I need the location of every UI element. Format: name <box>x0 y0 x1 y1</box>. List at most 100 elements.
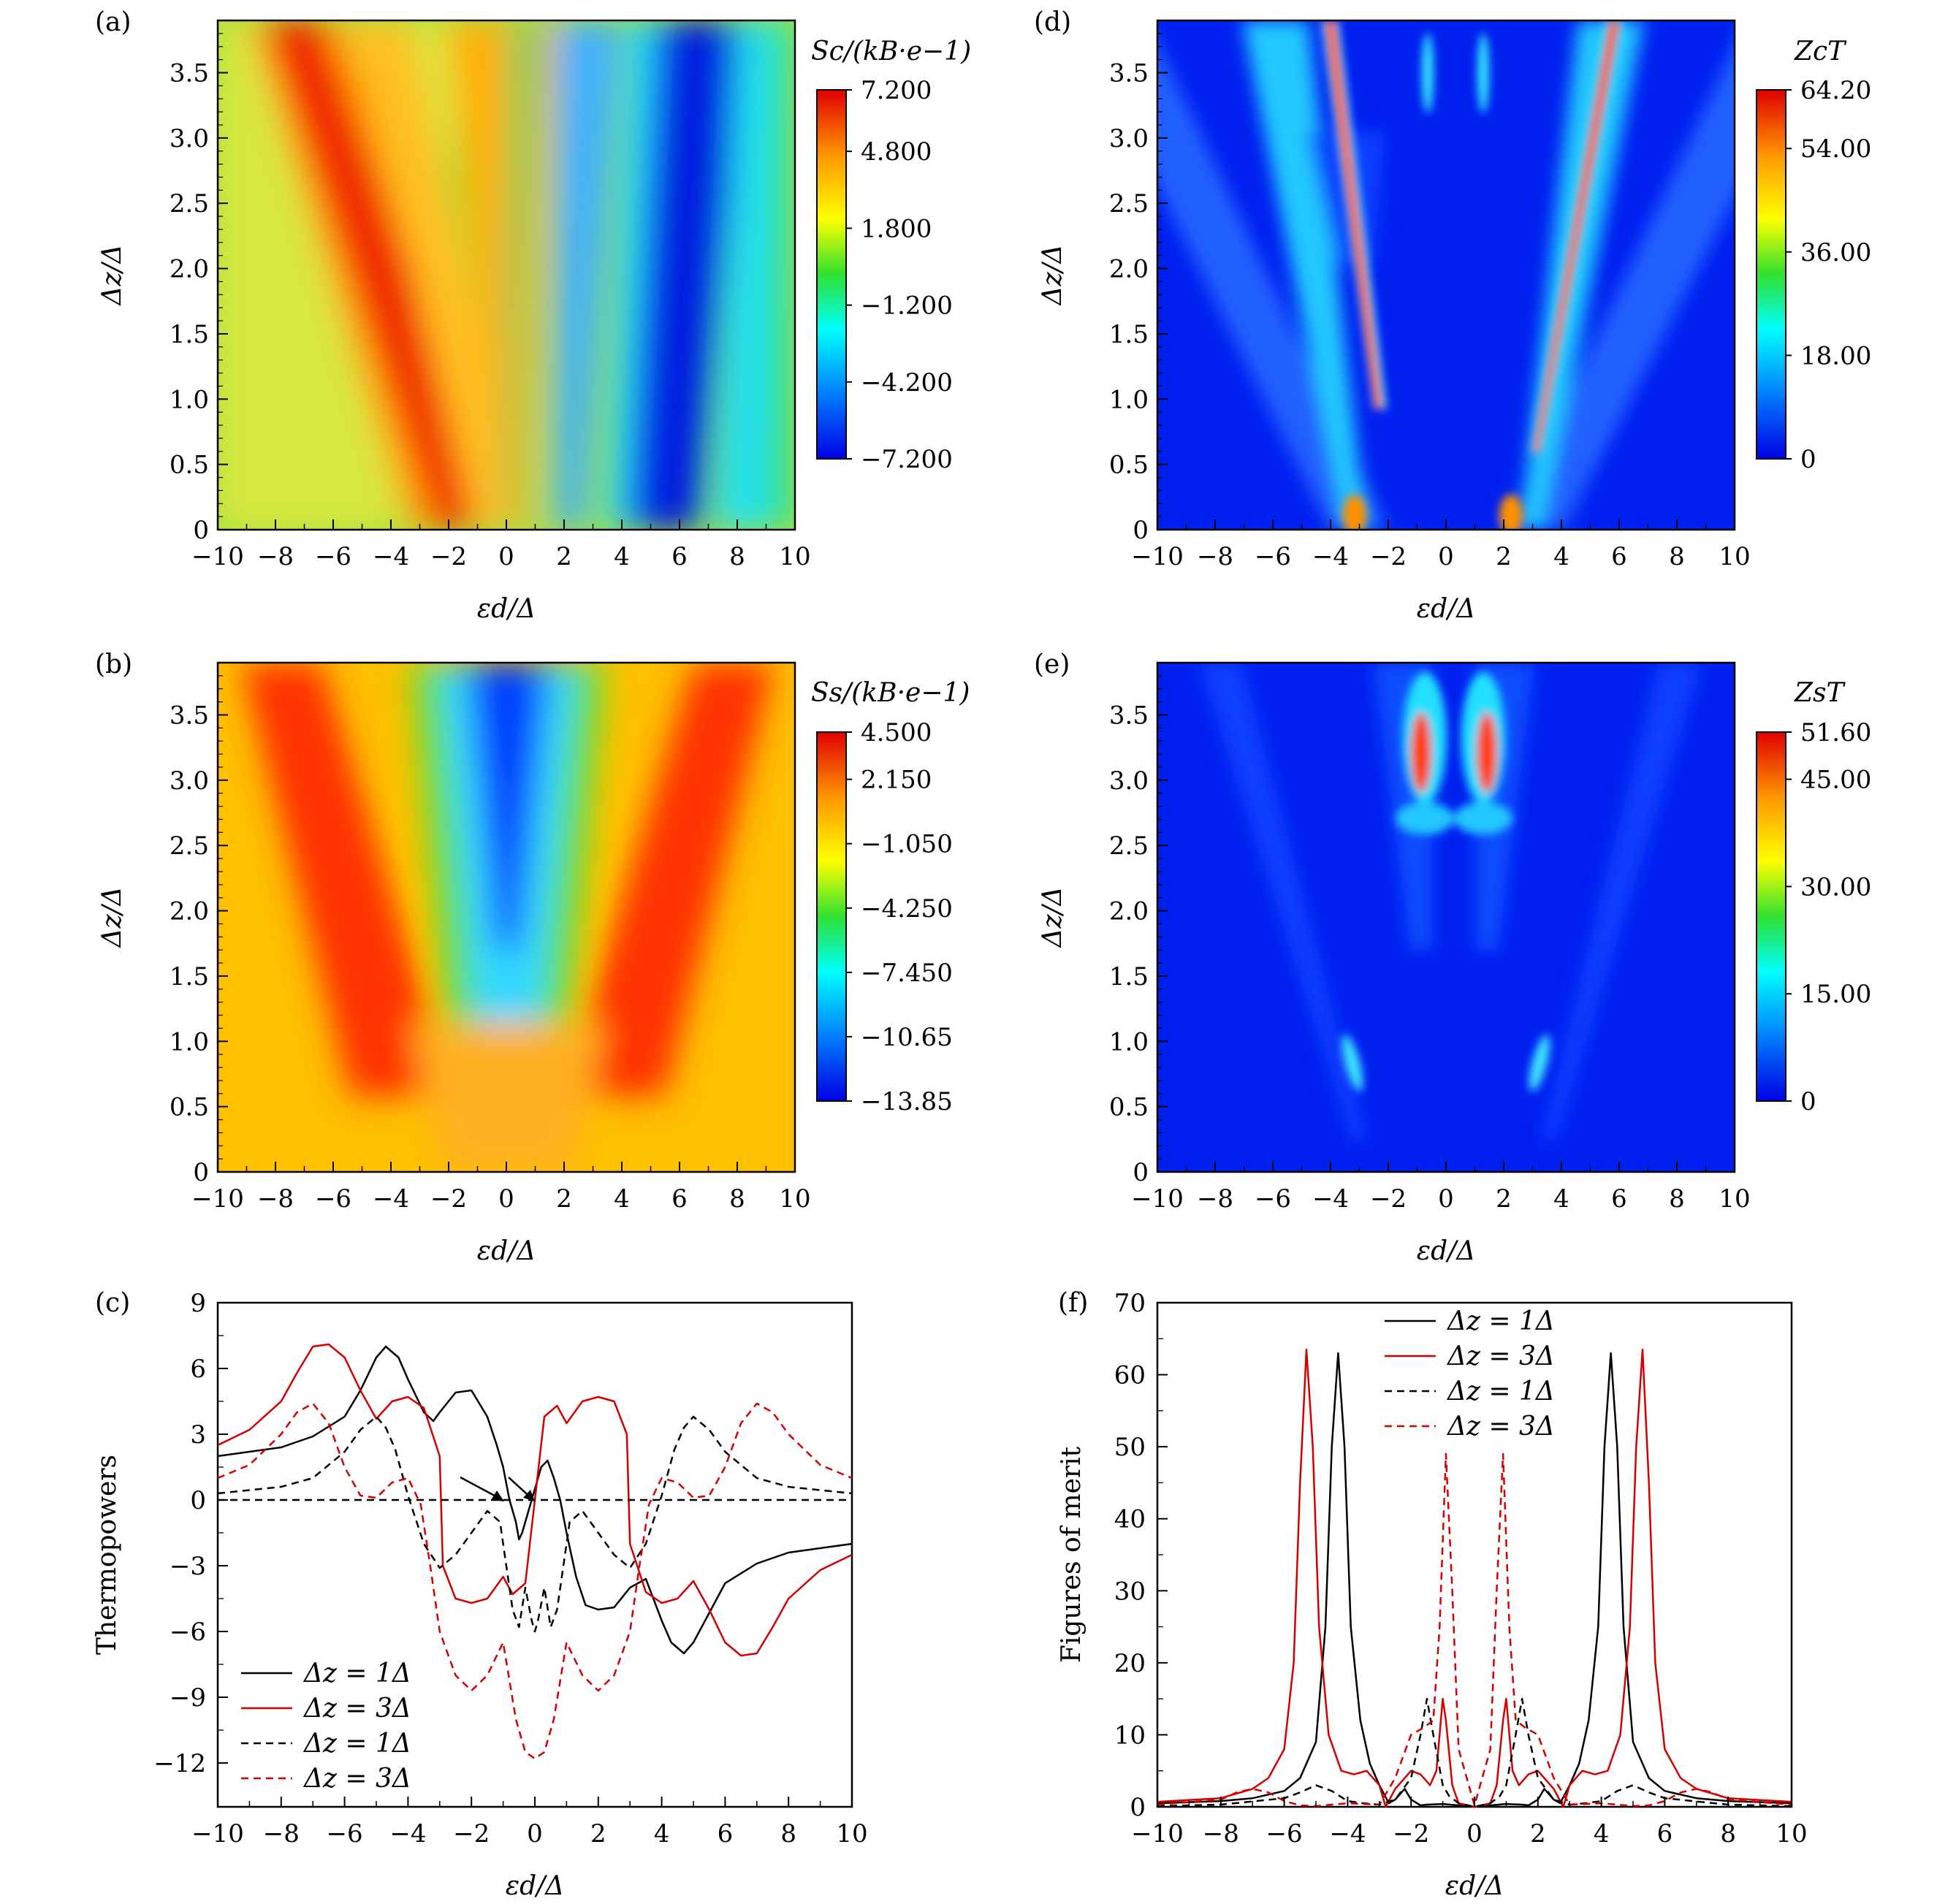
colorbar-tick-label: 1.800 <box>861 214 932 243</box>
y-tick-label: 0.5 <box>170 1093 209 1122</box>
x-tick-label: −6 <box>1266 1819 1303 1848</box>
legend-label: Δz = 3Δ <box>302 1764 411 1794</box>
y-tick-label: 3.0 <box>1109 124 1149 153</box>
colorbar-title: ZsT <box>1794 678 1846 708</box>
x-tick-label: 10 <box>1719 542 1750 571</box>
x-tick-label: −10 <box>191 542 244 571</box>
x-tick-label: 2 <box>590 1819 606 1848</box>
y-tick-label: 2.0 <box>170 897 209 926</box>
colorbar-b: Ss/(kB·e−1) 4.500 2.150 −1.050 −4.250 −7.450… <box>811 678 970 1116</box>
y-tick-label: 3.5 <box>170 58 209 88</box>
y-tick-label: 2.5 <box>1109 189 1149 218</box>
x-tick-label: 4 <box>614 1184 630 1214</box>
colorbar-title: ZcT <box>1794 37 1847 66</box>
x-tick-label: 8 <box>1669 1184 1685 1214</box>
y-tick-label: 20 <box>1114 1649 1146 1678</box>
series-line-2 <box>1157 1697 1792 1808</box>
y-tick-label: 3.5 <box>1109 701 1149 730</box>
x-tick-label: −6 <box>327 1819 363 1848</box>
legend-label: Δz = 1Δ <box>1446 1306 1555 1336</box>
colorbar-tick-label: −4.200 <box>861 368 953 397</box>
colorbar-tick-label: 64.20 <box>1800 76 1871 105</box>
y-axis-label: Δz/Δ <box>97 886 127 948</box>
panel-tag: (e) <box>1034 650 1070 679</box>
y-tick-label: 0 <box>190 1486 206 1515</box>
x-tick-label: 8 <box>729 1184 745 1214</box>
y-tick-label: 60 <box>1114 1361 1146 1390</box>
series-line-0 <box>217 1345 853 1655</box>
panel-tag: (b) <box>95 650 132 679</box>
x-tick-label: 4 <box>1553 542 1569 571</box>
x-tick-label: 0 <box>1438 1184 1454 1214</box>
x-tick-label: −2 <box>1370 1184 1407 1214</box>
series-line-3 <box>1157 1452 1792 1808</box>
arrows <box>460 1476 535 1501</box>
y-tick-label: 1.0 <box>170 385 209 414</box>
y-tick-label: −6 <box>170 1618 206 1647</box>
y-tick-label: 0 <box>1133 1158 1149 1187</box>
x-tick-label: −8 <box>1197 1184 1233 1214</box>
x-tick-label: −2 <box>430 542 467 571</box>
y-axis-label: Δz/Δ <box>1038 886 1068 948</box>
panel-a: (a) Sc/(kB·e−1) 7.200 4.800 1.800 −1.200 −4.… <box>95 7 971 624</box>
x-tick-label: −6 <box>1255 542 1291 571</box>
x-tick-label: −4 <box>373 542 409 571</box>
legend-label: Δz = 3Δ <box>1446 1341 1555 1371</box>
legend-label: Δz = 3Δ <box>1446 1412 1555 1442</box>
legend: Δz = 1Δ Δz = 3Δ Δz = 1Δ Δz = 3Δ <box>241 1659 411 1794</box>
y-tick-label: 1.5 <box>170 320 209 349</box>
y-tick-label: 2.5 <box>170 831 209 861</box>
y-tick-label: 3.5 <box>170 701 209 730</box>
colorbar-tick-label: −7.200 <box>861 445 953 474</box>
y-tick-label: 0.5 <box>1109 451 1149 480</box>
x-tick-label: 10 <box>779 542 810 571</box>
y-tick-label: 0 <box>1130 1793 1146 1822</box>
y-tick-label: 1.0 <box>1109 1027 1149 1056</box>
x-tick-label: 6 <box>718 1819 734 1848</box>
y-tick-label: −9 <box>170 1683 206 1713</box>
x-tick-label: −8 <box>263 1819 300 1848</box>
series-line-2 <box>217 1415 853 1633</box>
x-tick-label: 4 <box>1553 1184 1569 1214</box>
colorbar-title: Ss/(kB·e−1) <box>811 678 970 708</box>
panel-d: (d) ZcT 6 <box>1034 7 1871 624</box>
y-tick-label: 0 <box>193 1158 209 1187</box>
x-tick-label: 0 <box>498 542 514 571</box>
heatmap-a <box>218 20 795 530</box>
panel-tag: (f) <box>1058 1288 1088 1318</box>
colorbar-tick-label: 15.00 <box>1800 980 1871 1009</box>
y-tick-label: 3.0 <box>170 124 209 153</box>
plot-lines-c <box>217 1343 853 1760</box>
x-tick-label: 8 <box>729 542 745 571</box>
panel-tag: (d) <box>1034 7 1071 37</box>
x-tick-label: −2 <box>1393 1819 1429 1848</box>
colorbar-tick-label: 2.150 <box>861 766 932 795</box>
colorbar-tick-label: 54.00 <box>1800 134 1871 164</box>
x-tick-label: 6 <box>1657 1819 1673 1848</box>
y-axis-label: Δz/Δ <box>1038 244 1068 306</box>
y-tick-label: 9 <box>190 1289 206 1318</box>
colorbar-tick-label: −10.65 <box>861 1023 953 1052</box>
colorbar-a: Sc/(kB·e−1) 7.200 4.800 1.800 −1.200 −4.200 −… <box>811 37 971 474</box>
x-tick-label: −10 <box>1131 1184 1184 1214</box>
y-tick-label: 3 <box>190 1420 206 1450</box>
x-tick-label: 0 <box>498 1184 514 1214</box>
colorbar-tick-label: 45.00 <box>1800 766 1871 795</box>
x-tick-label: −8 <box>257 542 294 571</box>
x-tick-label: −2 <box>1370 542 1407 571</box>
y-tick-label: 2.5 <box>1109 831 1149 861</box>
x-tick-label: −10 <box>191 1184 244 1214</box>
y-tick-label: 3.0 <box>170 766 209 796</box>
x-tick-label: −4 <box>389 1819 426 1848</box>
panel-tag: (c) <box>95 1288 130 1318</box>
x-tick-label: 4 <box>654 1819 670 1848</box>
x-axis-label: εd/Δ <box>477 1236 536 1266</box>
x-tick-label: 0 <box>1438 542 1454 571</box>
colorbar-tick-label: 51.60 <box>1800 718 1871 747</box>
x-tick-label: 2 <box>556 1184 572 1214</box>
x-tick-label: −6 <box>1255 1184 1291 1214</box>
legend-label: Δz = 1Δ <box>1446 1376 1555 1406</box>
x-tick-label: −6 <box>315 1184 351 1214</box>
colorbar-tick-label: −1.200 <box>861 292 953 321</box>
